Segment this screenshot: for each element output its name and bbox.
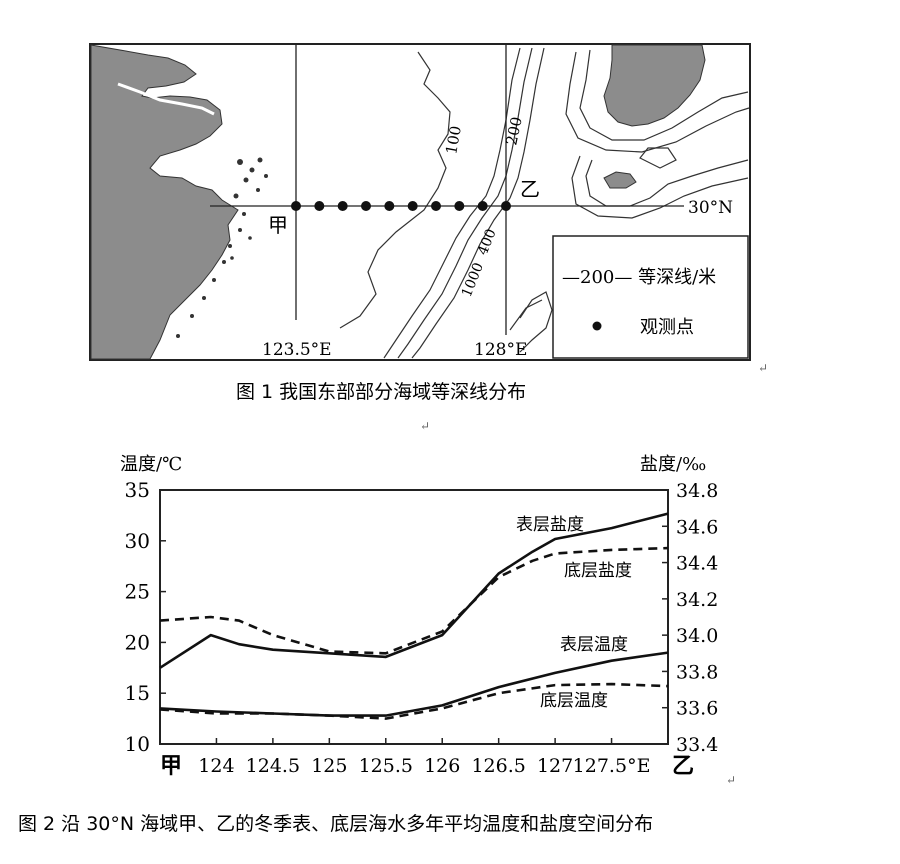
x-end-label: 乙 [672, 753, 694, 779]
y-left-tick-label: 35 [125, 478, 150, 502]
legend-isobath: —200— 等深线/米 [562, 267, 716, 288]
annotation-surface-salinity: 表层盐度 [516, 515, 584, 535]
annotation-bottom-temp: 底层温度 [540, 691, 608, 711]
y-right-tick-label: 33.6 [676, 698, 718, 720]
station-point [314, 201, 325, 211]
x-start-label: 甲 [160, 753, 182, 779]
legend-box [552, 235, 749, 359]
plot-frame [159, 489, 669, 745]
x-tick-label: 125.5 [359, 755, 413, 777]
latitude-label: 30°N [688, 198, 733, 218]
lon-label-123-5: 123.5°E [262, 340, 332, 360]
x-tick-label: 124 [198, 755, 234, 777]
depth-label-100: 100 [442, 124, 465, 155]
return-mark: ↵ [726, 773, 736, 787]
station-point [361, 201, 371, 211]
y-left-tick-label: 30 [125, 529, 150, 553]
yangtze-mouth [117, 82, 215, 116]
legend-station: 观测点 [640, 317, 694, 338]
station-point [384, 201, 395, 211]
korea-land [603, 44, 706, 127]
series-line [159, 682, 669, 720]
y-left-tick-label: 25 [125, 580, 150, 604]
annotation-surface-temp: 表层温度 [560, 635, 628, 655]
figure1-caption: 图 1 我国东部部分海域等深线分布 [236, 381, 526, 403]
y-right-tick-label: 34.6 [676, 516, 718, 538]
station-point [431, 201, 441, 211]
y-right-tick-label: 33.8 [676, 661, 718, 683]
observation-stations [291, 201, 511, 211]
x-tick-label: 126.5 [471, 755, 525, 777]
series-line [159, 651, 669, 717]
y-right-tick-label: 34.2 [676, 589, 718, 611]
x-tick-label: 127.5°E [573, 755, 651, 777]
coastal-islands [176, 157, 268, 338]
annotation-bottom-salinity: 底层盐度 [564, 561, 632, 581]
y-left-axis-label: 温度/℃ [120, 454, 182, 475]
x-tick-label: 125 [311, 755, 347, 777]
return-mark: ↵ [758, 361, 768, 375]
map-legend: —200— 等深线/米 观测点 [552, 235, 749, 359]
lon-label-128: 128°E [474, 340, 527, 360]
point-jia-label: 甲 [268, 213, 288, 237]
station-point [454, 201, 465, 211]
series-lines [159, 512, 669, 720]
series-line [159, 512, 669, 669]
station-point [291, 201, 301, 211]
legend-station-dot [592, 321, 602, 331]
x-tick-label: 124.5 [246, 755, 300, 777]
point-yi-label: 乙 [520, 177, 540, 201]
y-left-tick-label: 20 [125, 630, 150, 654]
axis-ticks: 10 15 20 25 30 35 33.4 33.6 33.8 34.0 34.2 34.4 34.6… [125, 478, 719, 777]
chart-figure: 温度/℃ 盐度/‰ 10 15 20 25 30 35 33.4 33.6 33.8 34.0 34… [120, 454, 718, 779]
jeju-island [603, 171, 637, 189]
figure2-caption: 图 2 沿 30°N 海域甲、乙的冬季表、底层海水多年平均温度和盐度空间分布 [18, 813, 653, 835]
station-point [501, 201, 511, 211]
isobath-100 [339, 51, 451, 329]
y-left-tick-label: 15 [125, 681, 150, 705]
y-right-axis-label: 盐度/‰ [640, 454, 706, 475]
y-right-tick-label: 34.4 [676, 553, 718, 575]
depth-label-200: 200 [502, 115, 526, 147]
station-point [337, 201, 348, 211]
series-line [159, 546, 669, 655]
mainland-land [90, 44, 239, 360]
y-right-tick-label: 34.0 [676, 625, 718, 647]
station-point [477, 201, 488, 211]
x-tick-label: 126 [424, 755, 460, 777]
return-mark: ↵ [420, 419, 430, 433]
y-right-tick-label: 34.8 [676, 480, 718, 502]
y-right-tick-label: 33.4 [676, 734, 718, 756]
isobath-400 [397, 47, 533, 359]
isobath-1000 [411, 47, 545, 359]
map-figure: 100 200 1000 400 甲 乙 30°N 123.5°E 128°E … [89, 43, 751, 361]
x-tick-label: 127 [537, 755, 573, 777]
y-left-tick-label: 10 [125, 732, 150, 756]
station-point [407, 201, 418, 211]
